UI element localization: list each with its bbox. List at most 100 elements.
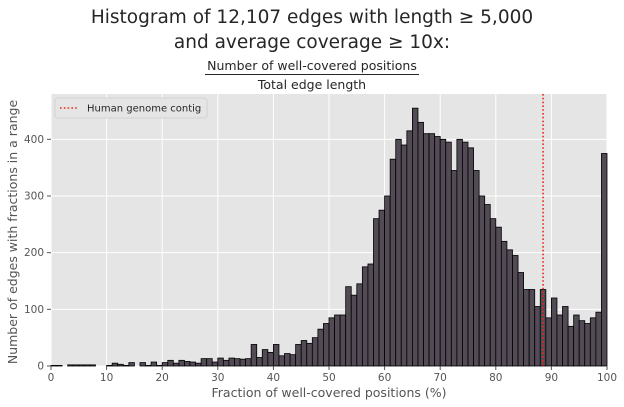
histogram-bar bbox=[589, 317, 597, 367]
chart-subtitle-denominator: Total edge length bbox=[257, 77, 367, 92]
histogram-bar bbox=[450, 170, 458, 367]
histogram-bar bbox=[512, 255, 519, 367]
histogram-bar bbox=[56, 365, 63, 367]
histogram-bar bbox=[495, 226, 502, 367]
histogram-bar bbox=[267, 351, 274, 367]
histogram-bar bbox=[489, 218, 497, 367]
histogram-bar bbox=[517, 272, 524, 367]
histogram-bar bbox=[172, 362, 180, 367]
histogram-bar bbox=[234, 358, 241, 367]
x-tick-label: 40 bbox=[267, 372, 280, 384]
x-tick-label: 50 bbox=[322, 372, 335, 384]
histogram-bar bbox=[300, 340, 308, 367]
histogram-bar bbox=[306, 342, 313, 367]
histogram-bar bbox=[89, 364, 96, 367]
histogram-bar bbox=[128, 362, 135, 367]
histogram-bar bbox=[328, 317, 335, 367]
histogram-bar bbox=[289, 354, 297, 367]
histogram-bar bbox=[317, 328, 324, 367]
histogram-bar bbox=[122, 365, 130, 367]
histogram-bar bbox=[578, 320, 586, 367]
subtitle-numerator-text: Number of well-covered positions bbox=[205, 58, 419, 75]
histogram-bar bbox=[250, 344, 258, 367]
histogram-bar bbox=[211, 361, 219, 367]
histogram-bar bbox=[167, 359, 174, 367]
histogram-bar bbox=[261, 349, 269, 367]
x-tick-label: 20 bbox=[156, 372, 169, 384]
x-tick-label: 90 bbox=[545, 372, 558, 384]
histogram-bar bbox=[551, 297, 558, 367]
histogram-bar bbox=[206, 358, 213, 367]
y-axis: 0 100 200 300 400 bbox=[24, 134, 51, 373]
histogram-bar bbox=[400, 144, 408, 367]
histogram-bar bbox=[445, 141, 452, 367]
histogram-bar bbox=[562, 306, 569, 367]
histogram-bar bbox=[228, 357, 235, 367]
y-tick-label: 300 bbox=[24, 191, 44, 203]
x-tick-label: 0 bbox=[48, 372, 55, 384]
histogram-bar bbox=[584, 323, 591, 367]
y-tick-label: 100 bbox=[24, 304, 44, 316]
histogram-bar bbox=[423, 133, 430, 367]
histogram-bar bbox=[439, 138, 447, 367]
histogram-bar bbox=[83, 364, 91, 367]
histogram-bar bbox=[545, 317, 552, 367]
x-tick-label: 70 bbox=[434, 372, 447, 384]
histogram-bar bbox=[106, 365, 113, 367]
legend-box bbox=[54, 97, 208, 119]
histogram-bar bbox=[539, 289, 547, 367]
histogram-bar bbox=[378, 209, 386, 367]
histogram-bar bbox=[284, 353, 291, 367]
histogram-bar bbox=[528, 289, 536, 367]
histogram-bar bbox=[456, 138, 463, 367]
histogram-bar bbox=[500, 240, 508, 367]
histogram-bar bbox=[178, 359, 185, 367]
histogram-bar bbox=[384, 195, 391, 367]
histogram-bar bbox=[161, 362, 169, 367]
histogram-bar bbox=[217, 357, 224, 367]
chart-title-line-1: Histogram of 12,107 edges with length ≥ … bbox=[90, 7, 534, 28]
histogram-bar bbox=[239, 358, 246, 367]
histogram-bar bbox=[395, 138, 402, 367]
x-tick-label: 80 bbox=[489, 372, 502, 384]
histogram-bar bbox=[356, 283, 363, 367]
histogram-bar bbox=[156, 365, 163, 367]
histogram-bar bbox=[523, 289, 530, 367]
histogram-bar bbox=[350, 294, 358, 367]
y-tick-label: 200 bbox=[24, 247, 44, 259]
y-tick-label: 400 bbox=[24, 134, 44, 146]
histogram-bar bbox=[139, 362, 146, 367]
x-tick-label: 60 bbox=[378, 372, 391, 384]
histogram-bar bbox=[189, 361, 196, 367]
histogram-bar bbox=[473, 170, 480, 367]
histogram-bar bbox=[534, 306, 541, 367]
legend: Human genome contig bbox=[54, 97, 208, 119]
histogram-bar bbox=[595, 311, 602, 367]
histogram-bar bbox=[195, 362, 202, 367]
histogram-bar bbox=[361, 266, 369, 367]
histogram-bar bbox=[467, 147, 474, 367]
histogram-bar bbox=[311, 337, 319, 367]
histogram-bar bbox=[150, 361, 158, 367]
histogram-bar bbox=[428, 133, 436, 367]
histogram-bar bbox=[373, 218, 380, 367]
histogram-bar bbox=[601, 153, 608, 367]
histogram-bar bbox=[406, 130, 413, 367]
histogram-bar bbox=[411, 107, 419, 367]
histogram-bar bbox=[345, 286, 352, 367]
histogram-bar bbox=[506, 249, 513, 367]
x-axis-label: Fraction of well-covered positions (%) bbox=[212, 385, 447, 400]
histogram-bar bbox=[78, 364, 85, 367]
histogram-bar bbox=[478, 195, 486, 367]
histogram-bar bbox=[417, 121, 424, 367]
y-axis-label: Number of edges with fractions in a rang… bbox=[5, 100, 20, 365]
histogram-bar bbox=[278, 355, 285, 367]
histogram-bar bbox=[245, 358, 252, 367]
x-tick-label: 100 bbox=[597, 372, 617, 384]
histogram-bar bbox=[256, 357, 263, 367]
y-tick-label: 0 bbox=[37, 361, 44, 373]
histogram-bars bbox=[50, 107, 608, 367]
histogram-bar bbox=[573, 314, 580, 367]
histogram-bar bbox=[339, 314, 347, 367]
